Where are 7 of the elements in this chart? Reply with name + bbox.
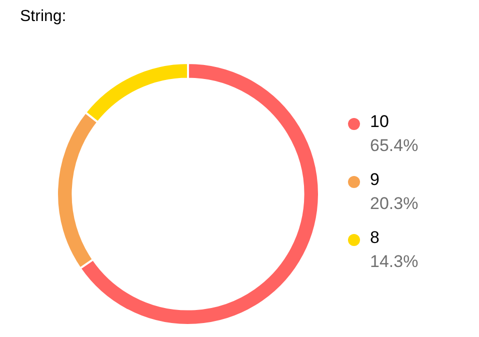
data-label: 14.3% [370, 252, 418, 272]
data-label: 65.4% [370, 136, 418, 156]
data-label: 20.3% [370, 194, 418, 214]
legend-label: 8 [370, 228, 380, 248]
legend-label: 9 [370, 170, 380, 190]
chart-title: String: [20, 8, 66, 26]
legend-label: 10 [370, 112, 389, 132]
